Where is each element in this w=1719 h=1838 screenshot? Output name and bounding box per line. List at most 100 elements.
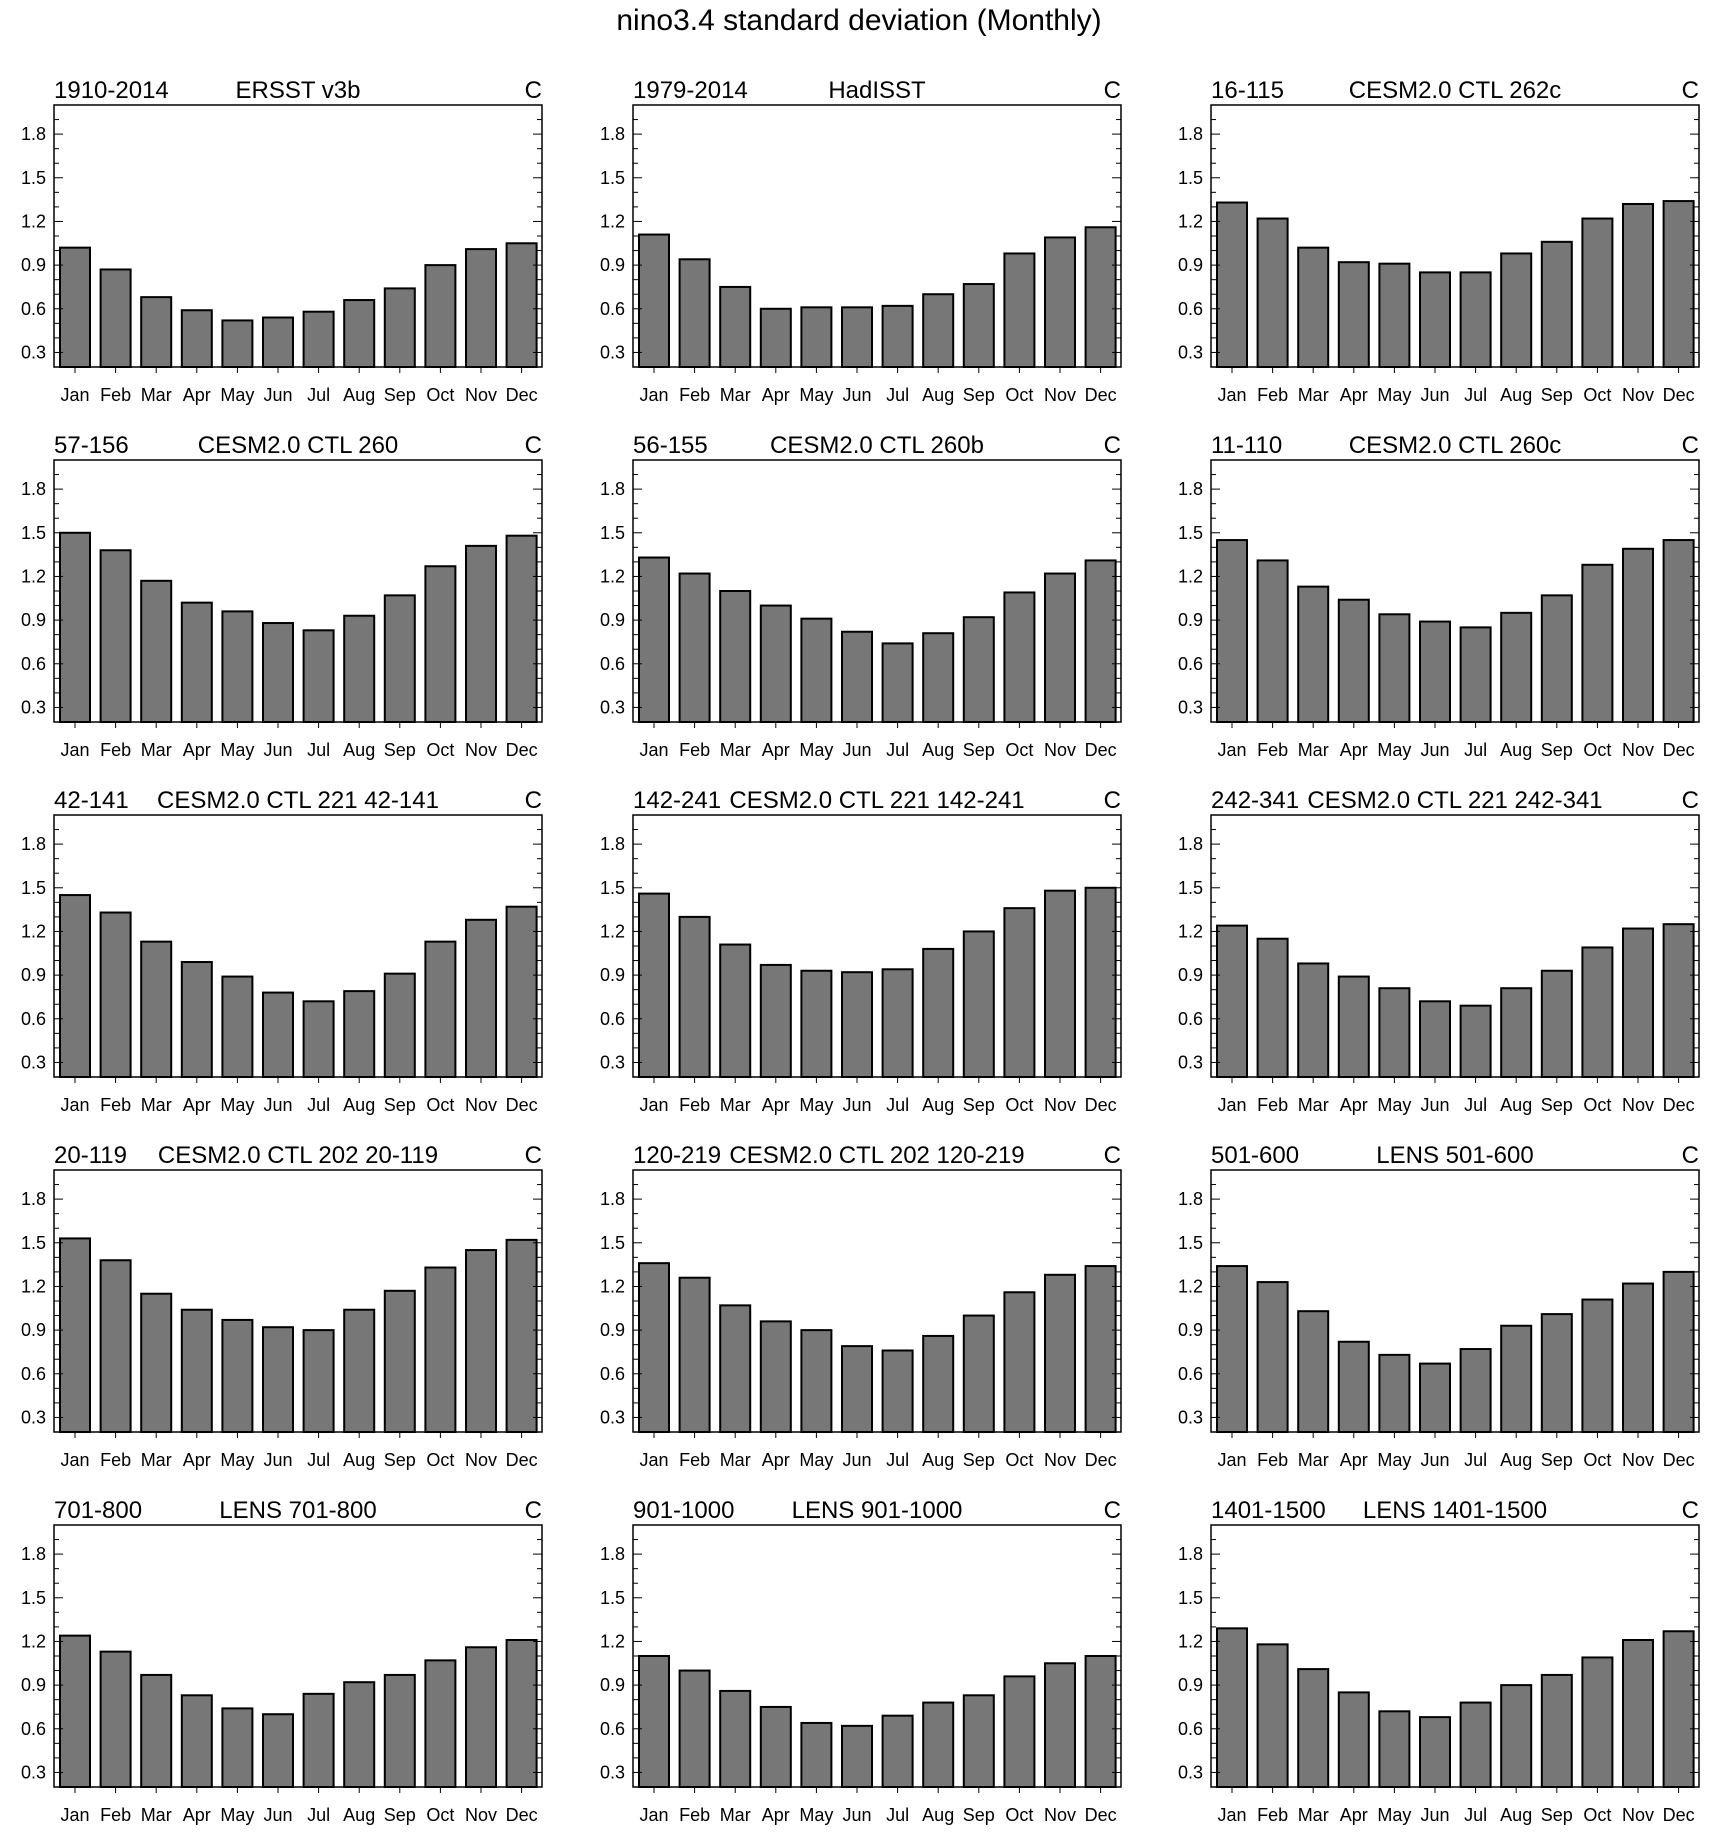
x-tick-label: Aug (922, 1805, 954, 1825)
y-tick-label: 1.2 (1178, 1631, 1203, 1651)
x-tick-label: Mar (720, 385, 751, 405)
x-tick-label: Mar (141, 740, 172, 760)
bar-dec (1662, 200, 1695, 368)
x-tick-label: Dec (1085, 740, 1117, 760)
bar-jan (59, 894, 91, 1078)
x-tick-label: Apr (762, 1095, 790, 1115)
panel-title: CESM2.0 CTL 221 242-341 (1307, 787, 1602, 814)
y-tick-label: 0.6 (1178, 1719, 1203, 1739)
panel-left-label: 142-241 (633, 787, 721, 814)
x-tick-label: Oct (1583, 1450, 1611, 1470)
panel-left-label: 42-141 (54, 787, 129, 814)
y-tick-label: 1.2 (600, 1631, 625, 1651)
x-tick-label: May (799, 740, 833, 760)
x-tick-label: Oct (1005, 1805, 1033, 1825)
x-tick-label: Jul (886, 1095, 909, 1115)
panel-title: CESM2.0 CTL 260c (1349, 432, 1562, 459)
bar-nov (1622, 1638, 1654, 1788)
x-tick-label: Jan (1217, 1095, 1246, 1115)
bar-jun (841, 306, 873, 369)
x-tick-label: Jul (1464, 1095, 1487, 1115)
y-tick-label: 1.2 (21, 566, 46, 586)
x-tick-label: Aug (922, 740, 954, 760)
x-tick-label: Sep (963, 1450, 995, 1470)
bar-jun (262, 1326, 294, 1433)
bar-feb (99, 268, 132, 369)
x-tick-label: Jan (60, 740, 89, 760)
x-tick-label: Jul (886, 385, 909, 405)
y-tick-label: 0.6 (1178, 654, 1203, 674)
bar-dec (1662, 923, 1695, 1079)
bar-nov (1044, 1273, 1076, 1434)
x-tick-label: Mar (1298, 1095, 1329, 1115)
bar-apr (759, 604, 792, 723)
x-tick-label: Jun (263, 1450, 292, 1470)
bar-mar (140, 1673, 173, 1789)
x-tick-label: Jun (1420, 1450, 1449, 1470)
x-tick-label: Mar (720, 740, 751, 760)
x-tick-label: Apr (1340, 740, 1368, 760)
panel-units: C (1104, 1497, 1121, 1524)
x-tick-label: Jun (1420, 385, 1449, 405)
y-tick-label: 0.6 (600, 1719, 625, 1739)
bar-jun (841, 971, 873, 1079)
x-tick-label: Feb (100, 740, 131, 760)
panel-units: C (525, 787, 542, 814)
bar-jan (59, 1237, 91, 1434)
y-tick-label: 1.5 (1178, 1233, 1203, 1253)
bar-jul (881, 1714, 914, 1788)
x-tick-label: Mar (141, 1450, 172, 1470)
bar-dec (505, 1638, 538, 1788)
bar-may (1378, 613, 1411, 723)
panel-left-label: 1979-2014 (633, 77, 748, 104)
x-tick-label: Aug (922, 385, 954, 405)
bar-sep (962, 616, 995, 724)
x-tick-label: Sep (384, 385, 416, 405)
panel-units: C (525, 432, 542, 459)
y-tick-label: 0.9 (1178, 255, 1203, 275)
panel-left-label: 242-341 (1211, 787, 1299, 814)
y-tick-label: 0.6 (21, 654, 46, 674)
bar-apr (1337, 975, 1370, 1078)
panel-units: C (1682, 77, 1699, 104)
bar-feb (1256, 1643, 1289, 1789)
bar-may (1378, 987, 1411, 1079)
y-tick-label: 1.8 (21, 479, 46, 499)
bar-apr (759, 307, 792, 368)
x-tick-label: Mar (1298, 1805, 1329, 1825)
x-tick-label: Oct (426, 1095, 454, 1115)
y-tick-label: 1.8 (600, 1544, 625, 1564)
x-tick-label: Apr (1340, 385, 1368, 405)
x-tick-label: Apr (1340, 1805, 1368, 1825)
x-tick-label: Oct (426, 740, 454, 760)
x-tick-label: Sep (1541, 1450, 1573, 1470)
y-tick-label: 0.6 (600, 1009, 625, 1029)
bar-feb (678, 1669, 711, 1788)
x-tick-label: Aug (1500, 1095, 1532, 1115)
chart-panel-3: 16-115 CESM2.0 CTL 262c C 0.3 0.6 0.9 1.2 1.5 1.… (1178, 77, 1700, 405)
bar-mar (140, 296, 173, 368)
y-tick-label: 0.6 (1178, 299, 1203, 319)
panel-title: CESM2.0 CTL 221 142-241 (729, 787, 1024, 814)
bar-apr (1337, 1691, 1370, 1789)
x-tick-label: Dec (1663, 385, 1695, 405)
bar-nov (1044, 236, 1076, 368)
bar-nov (1622, 927, 1654, 1078)
x-tick-label: Mar (141, 385, 172, 405)
bar-feb (99, 1650, 132, 1788)
bar-aug (343, 990, 376, 1078)
bar-jan (638, 233, 670, 368)
x-tick-label: Jun (263, 1095, 292, 1115)
bar-sep (1540, 969, 1573, 1078)
y-tick-label: 1.8 (21, 124, 46, 144)
bar-mar (719, 590, 752, 723)
bar-aug (922, 632, 955, 724)
bar-apr (759, 963, 792, 1079)
x-tick-label: Dec (506, 740, 538, 760)
x-tick-label: Jul (886, 1450, 909, 1470)
x-tick-label: May (1377, 740, 1411, 760)
bar-mar (1297, 585, 1330, 724)
x-tick-label: Jun (263, 385, 292, 405)
y-tick-label: 1.8 (21, 1189, 46, 1209)
panel-units: C (1682, 787, 1699, 814)
